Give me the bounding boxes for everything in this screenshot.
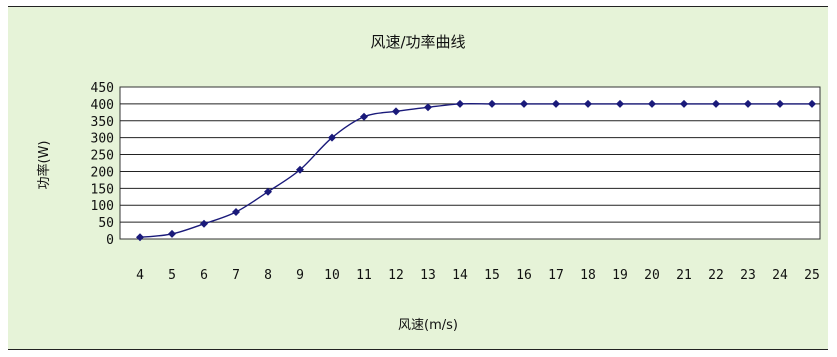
data-point — [584, 99, 592, 108]
x-tick-label: 13 — [420, 268, 436, 283]
series-line — [139, 102, 812, 239]
data-point — [488, 99, 496, 108]
data-point — [232, 207, 240, 216]
y-tick-label: 300 — [91, 132, 114, 147]
y-tick-label: 200 — [91, 165, 114, 180]
y-tick-label: 350 — [91, 115, 114, 130]
x-axis-label: 风速(m/s) — [398, 318, 458, 333]
x-tick-label: 16 — [516, 268, 532, 283]
data-point — [168, 229, 176, 238]
x-tick-label: 5 — [168, 268, 176, 283]
y-tick-label: 450 — [91, 81, 114, 96]
data-point — [136, 233, 144, 242]
series-group — [136, 99, 816, 242]
data-point — [616, 99, 624, 108]
x-tick-label: 20 — [644, 268, 660, 283]
data-point — [648, 99, 656, 108]
x-tick-label: 12 — [388, 268, 404, 283]
y-tick-label: 400 — [91, 98, 114, 113]
data-point — [264, 187, 272, 196]
y-tick-label: 250 — [91, 149, 114, 164]
grid-lines — [120, 103, 820, 223]
data-point — [360, 112, 368, 121]
y-tick-label: 50 — [98, 216, 114, 231]
data-point — [424, 103, 432, 112]
data-point — [200, 219, 208, 228]
x-tick-label: 22 — [708, 268, 724, 283]
x-tick-label: 11 — [356, 268, 372, 283]
data-point — [552, 99, 560, 108]
data-point — [776, 99, 784, 108]
x-tick-label: 19 — [612, 268, 628, 283]
data-point — [392, 107, 400, 116]
x-tick-label: 4 — [136, 268, 144, 283]
x-tick-label: 25 — [804, 268, 820, 283]
data-point — [680, 99, 688, 108]
chart-title: 风速/功率曲线 — [370, 33, 465, 51]
data-point — [808, 99, 816, 108]
data-point — [520, 99, 528, 108]
data-point — [328, 133, 336, 142]
x-tick-label: 8 — [264, 268, 272, 283]
data-point — [296, 165, 304, 174]
y-tick-label: 150 — [91, 182, 114, 197]
x-tick-label: 10 — [324, 268, 340, 283]
x-tick-label: 9 — [296, 268, 304, 283]
x-tick-label: 6 — [200, 268, 208, 283]
x-tick-label: 15 — [484, 268, 500, 283]
y-axis-label: 功率(W) — [36, 141, 52, 190]
x-tick-label: 18 — [580, 268, 596, 283]
x-tick-label: 14 — [452, 268, 468, 283]
x-tick-label: 24 — [772, 268, 788, 283]
x-tick-labels: 4 5 6 7 8 9 10 11 12 13 14 15 16 17 18 19 20 21 22 23 24 25 — [136, 268, 820, 283]
x-tick-label: 23 — [740, 268, 756, 283]
x-tick-label: 7 — [232, 268, 240, 283]
x-tick-label: 17 — [548, 268, 564, 283]
data-point — [712, 99, 720, 108]
data-point — [744, 99, 752, 108]
x-tick-label: 21 — [676, 268, 692, 283]
y-tick-label: 100 — [91, 199, 114, 214]
data-point — [456, 99, 464, 108]
chart-frame: 风速/功率曲线 0 50 100 150 200 250 300 350 400 450 4 5 6 7… — [8, 6, 828, 350]
y-tick-label: 0 — [106, 233, 114, 248]
